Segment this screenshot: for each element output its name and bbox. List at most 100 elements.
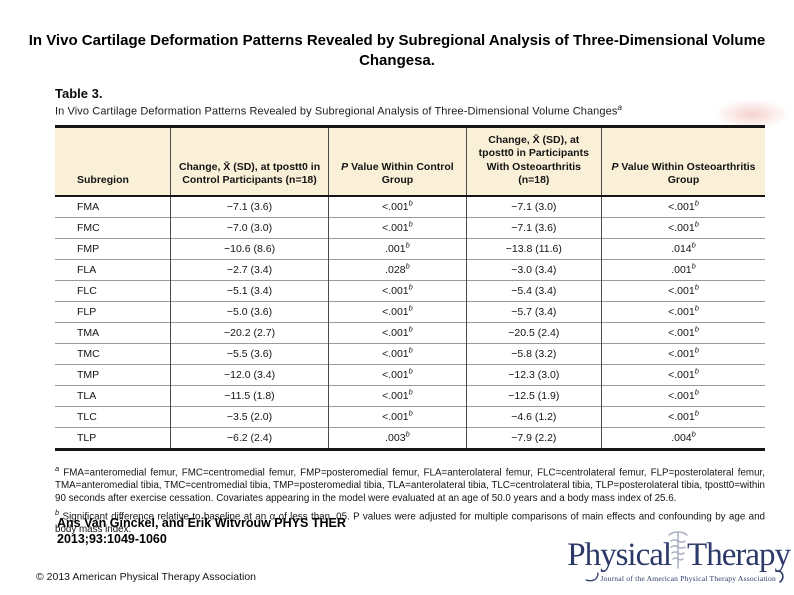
table-row: TLA −11.5 (1.8) <.001b −12.5 (1.9) <.001b (55, 384, 765, 407)
table-row: FLA −2.7 (3.4) .028b −3.0 (3.4) .001b (55, 258, 765, 281)
table-cell: TMC (55, 342, 171, 365)
table-caption-text: In Vivo Cartilage Deformation Patterns R… (55, 105, 618, 118)
table-cell: −7.1 (3.0) (465, 195, 602, 218)
table-cell: −12.0 (3.4) (169, 363, 329, 386)
table-cell: FMA (77, 200, 100, 213)
table-cell: −13.8 (11.6) (465, 237, 602, 260)
table-cell: .003b (328, 426, 467, 450)
table-number-label: Table 3. (55, 86, 103, 101)
logo-word-physical: Physical (567, 537, 672, 573)
table-row: FMC −7.0 (3.0) <.001b −7.1 (3.6) <.001b (55, 216, 765, 239)
table-cell: FMP (55, 237, 171, 260)
table-cell: .001b (328, 237, 467, 260)
table-row: TLP −6.2 (2.4) .003b −7.9 (2.2) .004b (55, 426, 765, 450)
table-cell: <.001b (328, 216, 467, 239)
table-cell: FLP (55, 300, 171, 323)
table-cell: −12.5 (1.9) (465, 384, 602, 407)
table-cell: TLA (55, 384, 171, 407)
table-row: FMP −10.6 (8.6) .001b −13.8 (11.6) .014b (55, 237, 765, 260)
table-cell: −3.0 (3.4) (465, 258, 602, 281)
table-cell: <.001b (601, 405, 765, 428)
footnote: b Significant difference relative to bas… (55, 507, 765, 536)
table-row: TMP −12.0 (3.4) <.001b −12.3 (3.0) <.001b (55, 363, 765, 386)
table-cell: <.001b (601, 300, 765, 323)
table-cell: −5.4 (3.4) (465, 279, 602, 302)
table-cell: FLA (55, 258, 171, 281)
table-cell: −7.1 (3.6) (169, 195, 329, 218)
copyright-line: © 2013 American Physical Therapy Associa… (36, 571, 256, 583)
footnote: a FMA=anteromedial femur, FMC=centromedi… (55, 463, 765, 504)
table-row: FMA −7.1 (3.6) <.001b −7.1 (3.0) <.001b (55, 195, 765, 218)
tagline-right-flourish-icon (776, 569, 786, 588)
table-cell: −12.3 (3.0) (465, 363, 602, 386)
table-cell: TMA (55, 321, 171, 344)
column-header: Subregion (55, 126, 171, 197)
table-cell: <.001b (601, 216, 765, 239)
journal-logo: Physical Therapy Journal of the American… (526, 528, 791, 588)
table-cell: <.001b (328, 321, 467, 344)
caduceus-icon (666, 530, 690, 575)
logo-wordmark: Physical Therapy (526, 528, 791, 575)
citation-volume: 2013;93:1049-1060 (57, 531, 167, 546)
table-cell: −3.5 (2.0) (169, 405, 329, 428)
table-cell: <.001b (601, 195, 765, 218)
table-cell: <.001b (328, 384, 467, 407)
table-cell: TLC (55, 405, 171, 428)
table-cell: <.001b (601, 363, 765, 386)
table-cell: <.001b (328, 363, 467, 386)
table-cell: .014b (601, 237, 765, 260)
table-figure: Table 3. In Vivo Cartilage Deformation P… (55, 86, 765, 537)
table-body: FMA −7.1 (3.6) <.001b −7.1 (3.0) <.001b FMC −7… (55, 195, 765, 450)
table-cell: −7.1 (3.6) (465, 216, 602, 239)
column-header: P Value Within Osteoarthritis Group (601, 126, 765, 197)
citation: Ans Van Ginckel, and Erik Witvrouw PHYS … (57, 516, 346, 547)
table-cell: FMC (55, 216, 171, 239)
table-cell: −20.5 (2.4) (465, 321, 602, 344)
column-header: P Value Within Control Group (328, 126, 467, 197)
column-header: Change, X̄ (SD), at tpostt0 in Control P… (169, 126, 329, 197)
logo-word-therapy: Therapy (687, 537, 791, 573)
table-cell: −5.7 (3.4) (465, 300, 602, 323)
table-cell: TMP (55, 363, 171, 386)
table-row: FLP −5.0 (3.6) <.001b −5.7 (3.4) <.001b (55, 300, 765, 323)
table-row: TMA −20.2 (2.7) <.001b −20.5 (2.4) <.001b (55, 321, 765, 344)
table-cell: .001b (601, 258, 765, 281)
table-header: Subregion Change, X̄ (SD), at tpostt0 in … (55, 126, 765, 197)
tagline-left-flourish-icon (584, 570, 600, 588)
table-cell: −7.9 (2.2) (465, 426, 602, 450)
table-row: FLC −5.1 (3.4) <.001b −5.4 (3.4) <.001b (55, 279, 765, 302)
table-cell: −20.2 (2.7) (169, 321, 329, 344)
table-cell: −10.6 (8.6) (169, 237, 329, 260)
table-cell: <.001b (601, 384, 765, 407)
table-cell: −7.0 (3.0) (169, 216, 329, 239)
table-header-row: Subregion Change, X̄ (SD), at tpostt0 in … (55, 126, 765, 197)
table-footnotes: a FMA=anteromedial femur, FMC=centromedi… (55, 462, 765, 537)
column-header: Change, X̄ (SD), at tpostt0 in Participa… (465, 126, 602, 197)
table-cell: <.001b (601, 321, 765, 344)
table-row: TMC −5.5 (3.6) <.001b −5.8 (3.2) <.001b (55, 342, 765, 365)
table-cell: .028b (328, 258, 467, 281)
table-cell: <.001b (601, 342, 765, 365)
table-cell: <.001b (601, 279, 765, 302)
table-cell: <.001b (328, 405, 467, 428)
table-cell: −4.6 (1.2) (465, 405, 602, 428)
table-cell: <.001b (328, 342, 467, 365)
caption-footnote-marker: a (617, 103, 622, 112)
logo-tagline: Journal of the American Physical Therapy… (600, 574, 776, 583)
table-cell: <.001b (328, 300, 467, 323)
data-table: Subregion Change, X̄ (SD), at tpostt0 in … (55, 124, 765, 451)
table-cell: FLC (55, 279, 171, 302)
table-cell: −5.0 (3.6) (169, 300, 329, 323)
table-cell: <.001b (328, 195, 467, 218)
table-caption: In Vivo Cartilage Deformation Patterns R… (55, 103, 765, 118)
citation-authors: Ans Van Ginckel, and Erik Witvrouw PHYS … (57, 516, 346, 530)
logo-tagline-row: Journal of the American Physical Therapy… (526, 569, 790, 588)
table-cell: −5.5 (3.6) (169, 342, 329, 365)
table-cell: −2.7 (3.4) (169, 258, 329, 281)
table-cell: −5.1 (3.4) (169, 279, 329, 302)
table-cell: −6.2 (2.4) (169, 426, 329, 450)
table-cell: −11.5 (1.8) (169, 384, 329, 407)
table-cell: <.001b (328, 279, 467, 302)
table-cell: −5.8 (3.2) (465, 342, 602, 365)
table-row: TLC −3.5 (2.0) <.001b −4.6 (1.2) <.001b (55, 405, 765, 428)
